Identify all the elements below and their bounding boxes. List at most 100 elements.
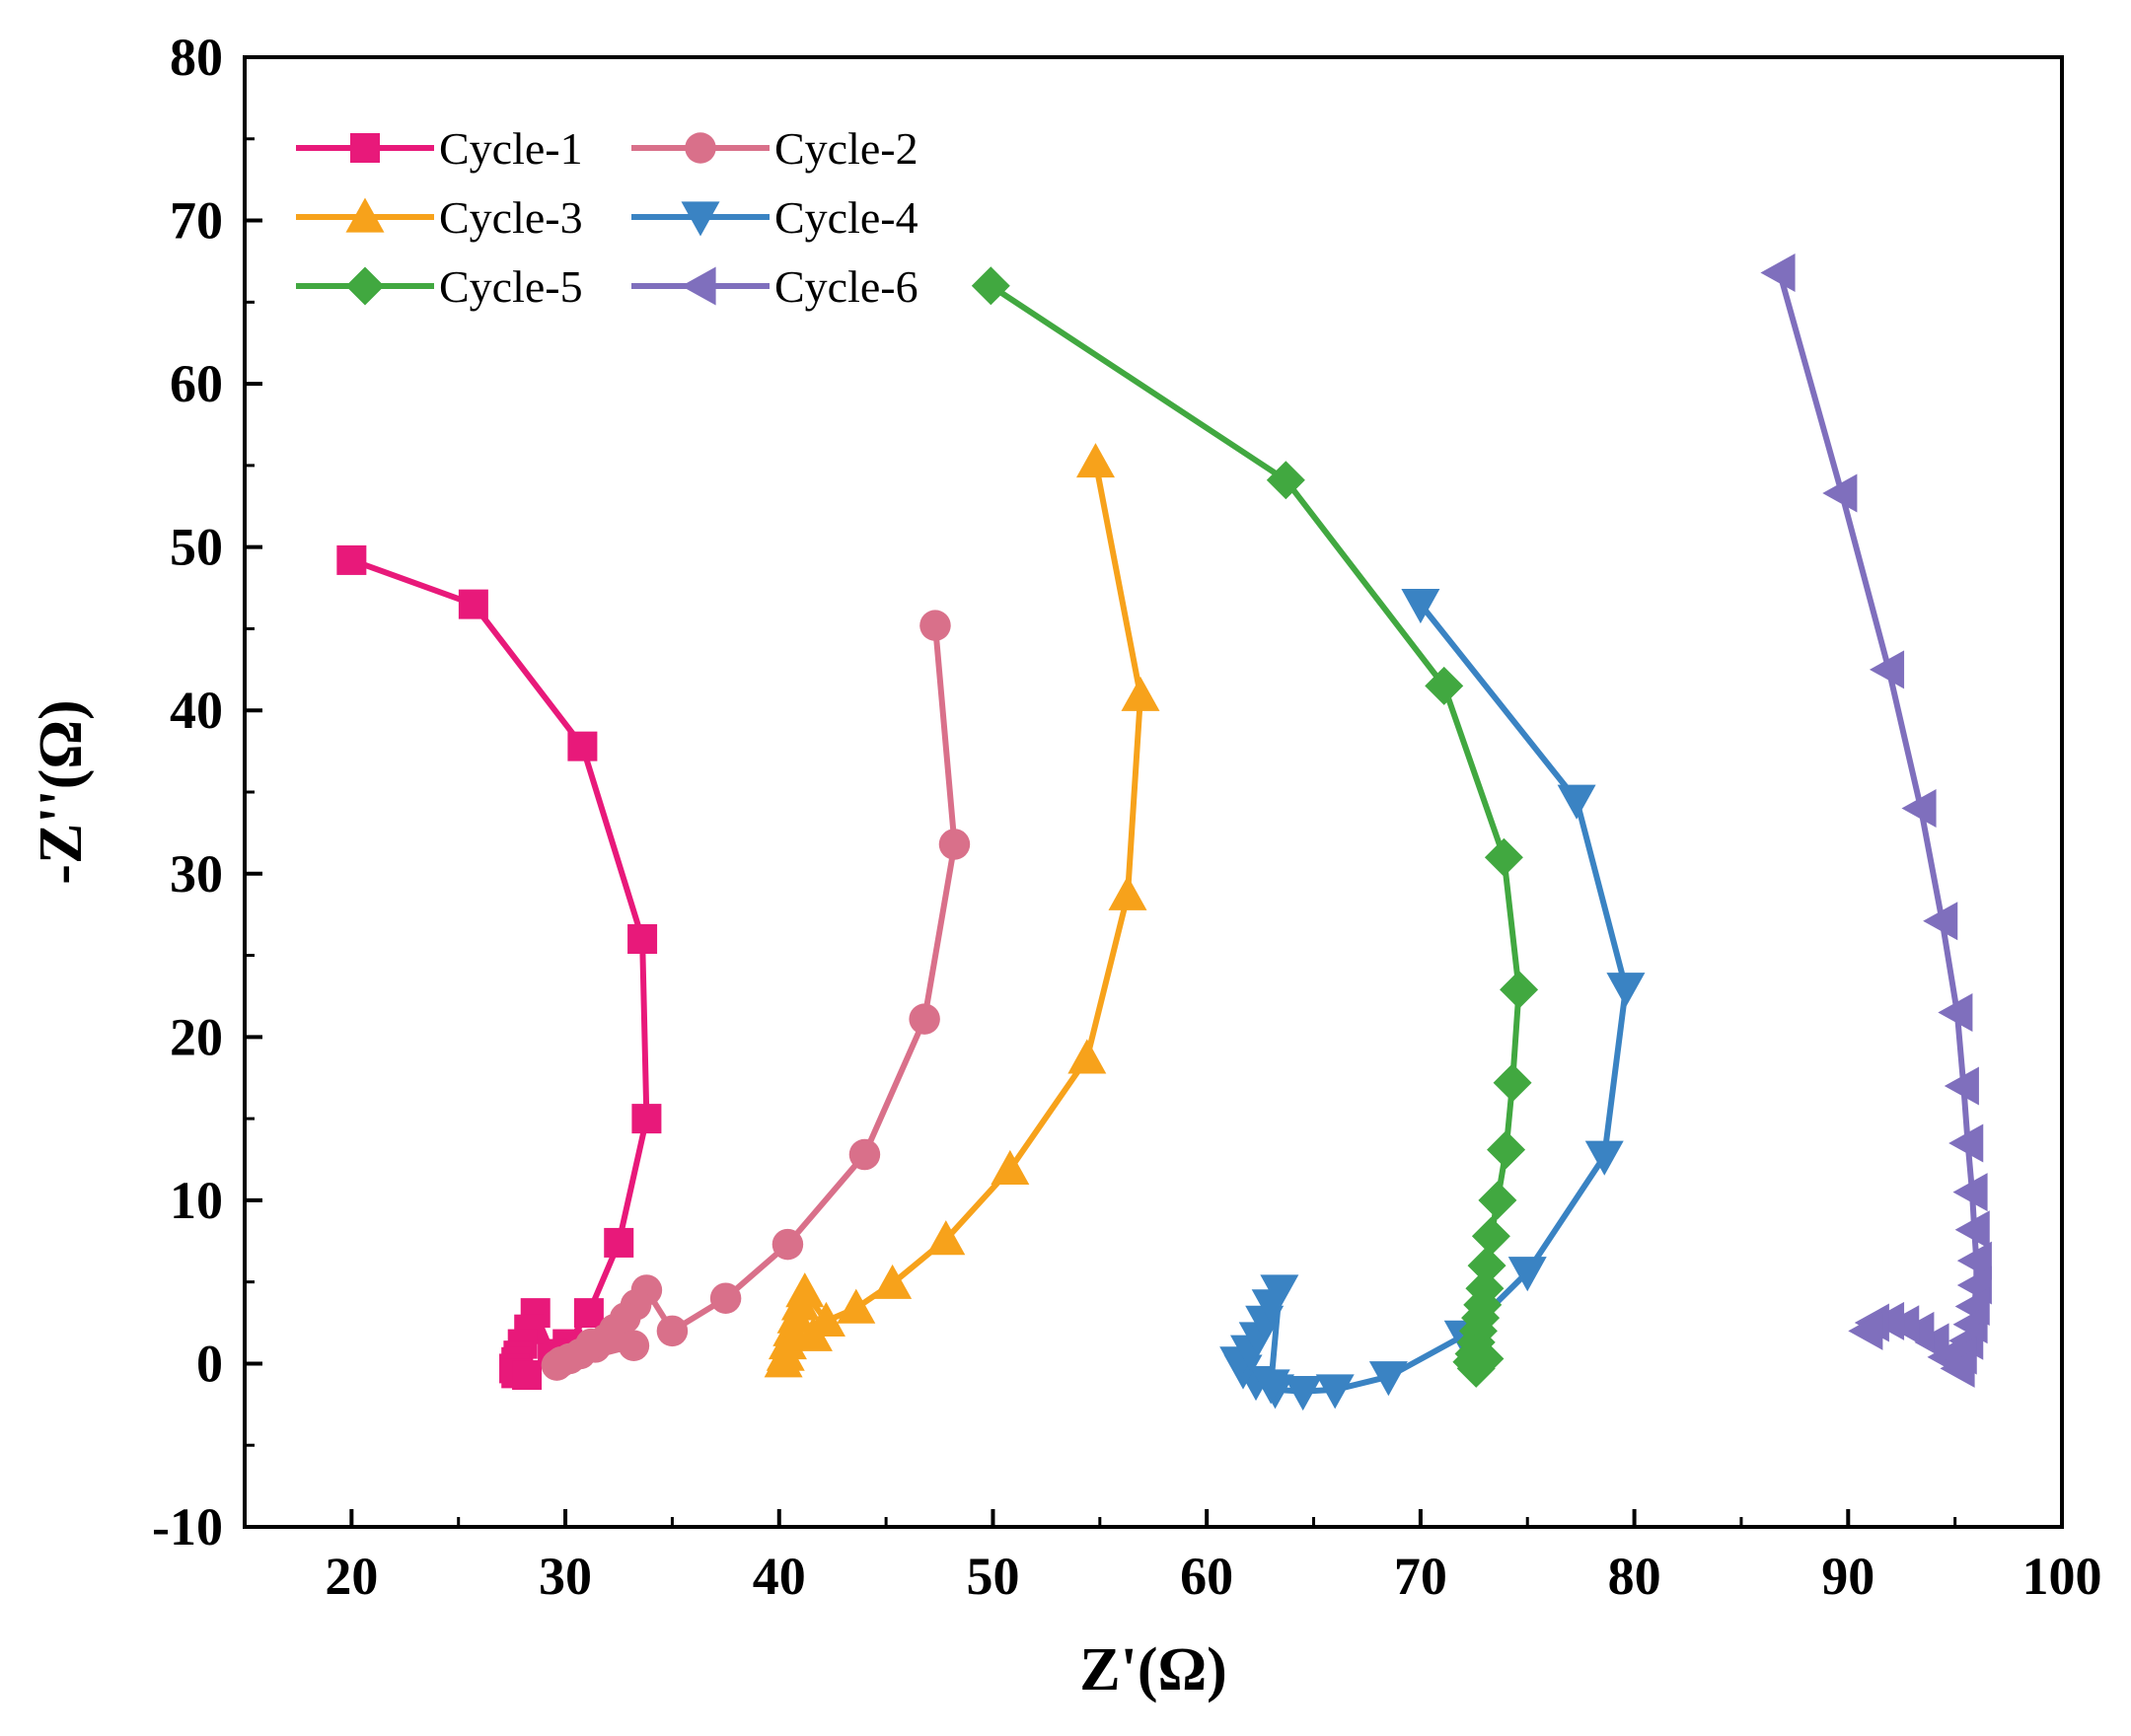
legend-item-cycle-2: Cycle-2 <box>631 123 919 174</box>
cycle-1-point-1 <box>458 589 488 619</box>
x-axis-title: Z'(Ω) <box>1079 1636 1227 1703</box>
cycle-2-point-3 <box>848 1138 881 1171</box>
legend-swatch-marker <box>345 197 385 233</box>
cycle-2-point-18 <box>618 1330 650 1361</box>
legend-label: Cycle-6 <box>774 261 919 312</box>
axis-ticks: 20 30 40 50 60 70 80 90 100 -10 0 10 20 30 40 50 60 70 80 <box>152 28 2101 1606</box>
cycle-3-point-15 <box>764 1342 803 1378</box>
cycle-5-point-5 <box>1493 1063 1532 1103</box>
cycle-1-point-16 <box>512 1360 543 1391</box>
legend-swatch-marker <box>681 266 716 306</box>
y-tick-label: 60 <box>170 354 223 413</box>
cycle-4-line <box>1235 602 1629 1395</box>
legend-item-cycle-6: Cycle-6 <box>631 261 919 312</box>
y-tick-label: -10 <box>152 1497 223 1556</box>
cycle-6-point-7 <box>1948 1123 1984 1163</box>
cycle-2-point-17 <box>541 1349 573 1381</box>
cycle-4-point-18 <box>1251 1369 1290 1405</box>
y-tick-label: 0 <box>196 1334 223 1393</box>
cycle-5-point-7 <box>1478 1181 1517 1220</box>
y-tick-label: 50 <box>170 518 223 577</box>
x-tick-label: 20 <box>325 1547 378 1606</box>
cycle-3-point-1 <box>1121 676 1160 711</box>
cycle-3-point-4 <box>991 1149 1030 1186</box>
cycle-5-line <box>989 283 1522 1372</box>
legend: Cycle-1 Cycle-2 Cycle-3 Cycle-4 Cycle-5 Cycle… <box>296 123 919 312</box>
legend-label: Cycle-1 <box>439 123 583 174</box>
cycle-2-point-4 <box>772 1228 804 1261</box>
series-cycle-5 <box>971 266 1539 1388</box>
cycle-5-point-8 <box>1471 1216 1510 1256</box>
cycle-3-line <box>780 462 1143 1365</box>
cycle-6-point-6 <box>1944 1066 1979 1106</box>
cycle-3-point-7 <box>837 1288 876 1324</box>
cycle-5-point-2 <box>1425 666 1464 705</box>
series-cycle-3 <box>764 443 1160 1378</box>
cycle-5-point-18 <box>1465 1338 1505 1378</box>
cycle-6-point-1 <box>1822 473 1858 513</box>
cycle-1-point-3 <box>627 924 658 954</box>
cycle-3-point-5 <box>926 1220 966 1256</box>
x-tick-label: 80 <box>1608 1547 1661 1606</box>
cycle-4-point-8 <box>1284 1375 1323 1411</box>
cycle-6-point-3 <box>1901 789 1937 829</box>
legend-swatch-marker <box>685 132 716 164</box>
cycle-1-point-5 <box>604 1227 634 1258</box>
series-cycle-6 <box>1760 253 1992 1388</box>
cycle-4-point-4 <box>1507 1257 1547 1292</box>
x-tick-label: 60 <box>1180 1547 1233 1606</box>
cycle-2-point-0 <box>919 610 951 641</box>
cycle-3-point-16 <box>793 1316 833 1351</box>
x-tick-label: 100 <box>2022 1547 2102 1606</box>
series-cycle-1 <box>336 544 662 1391</box>
cycle-6-point-0 <box>1760 253 1796 293</box>
y-tick-label: 40 <box>170 681 223 740</box>
cycle-1-point-0 <box>336 544 367 575</box>
series-cycle-2 <box>541 610 971 1381</box>
series-cycle-4 <box>1219 589 1646 1411</box>
cycle-1-point-6 <box>573 1298 604 1329</box>
legend-swatch-marker <box>345 266 385 306</box>
y-tick-label: 70 <box>170 191 223 251</box>
x-tick-label: 50 <box>966 1547 1019 1606</box>
cycle-4-point-17 <box>1260 1274 1299 1310</box>
y-tick-label: 80 <box>170 28 223 87</box>
cycle-4-point-7 <box>1315 1374 1355 1410</box>
x-tick-label: 30 <box>539 1547 592 1606</box>
cycle-6-line <box>1777 271 1980 1372</box>
cycle-4-point-1 <box>1557 784 1596 820</box>
cycle-6-point-4 <box>1923 902 1958 941</box>
x-tick-label: 40 <box>753 1547 806 1606</box>
cycle-3-point-6 <box>873 1264 913 1299</box>
cycle-5-point-1 <box>1266 461 1305 500</box>
legend-item-cycle-4: Cycle-4 <box>631 192 919 243</box>
cycle-3-point-0 <box>1075 443 1115 478</box>
cycle-2-point-6 <box>656 1315 689 1347</box>
cycle-2-point-1 <box>938 829 971 860</box>
cycle-4-point-0 <box>1401 589 1440 624</box>
y-axis-title: -Z''(Ω) <box>28 699 95 884</box>
cycle-1-point-4 <box>631 1104 662 1134</box>
cycle-2-point-2 <box>909 1003 940 1035</box>
cycle-6-point-10 <box>1956 1241 1992 1280</box>
cycle-5-point-0 <box>971 266 1010 306</box>
cycle-5-point-3 <box>1484 837 1523 877</box>
y-tick-label: 30 <box>170 844 223 904</box>
legend-label: Cycle-2 <box>774 123 919 174</box>
legend-label: Cycle-5 <box>439 261 583 312</box>
cycle-6-point-23 <box>1848 1311 1883 1350</box>
cycle-6-point-8 <box>1952 1173 1988 1212</box>
cycle-4-point-2 <box>1606 973 1646 1008</box>
cycle-3-point-2 <box>1108 875 1147 910</box>
legend-swatch-marker <box>350 133 380 163</box>
y-tick-label: 10 <box>170 1171 223 1230</box>
legend-item-cycle-1: Cycle-1 <box>296 123 583 174</box>
legend-label: Cycle-4 <box>774 192 919 243</box>
cycle-1-line <box>350 557 650 1378</box>
y-tick-label: 20 <box>170 1007 223 1066</box>
x-tick-label: 70 <box>1394 1547 1447 1606</box>
cycle-4-point-3 <box>1584 1140 1624 1176</box>
cycle-1-point-2 <box>567 731 598 761</box>
cycle-5-point-9 <box>1467 1246 1506 1285</box>
